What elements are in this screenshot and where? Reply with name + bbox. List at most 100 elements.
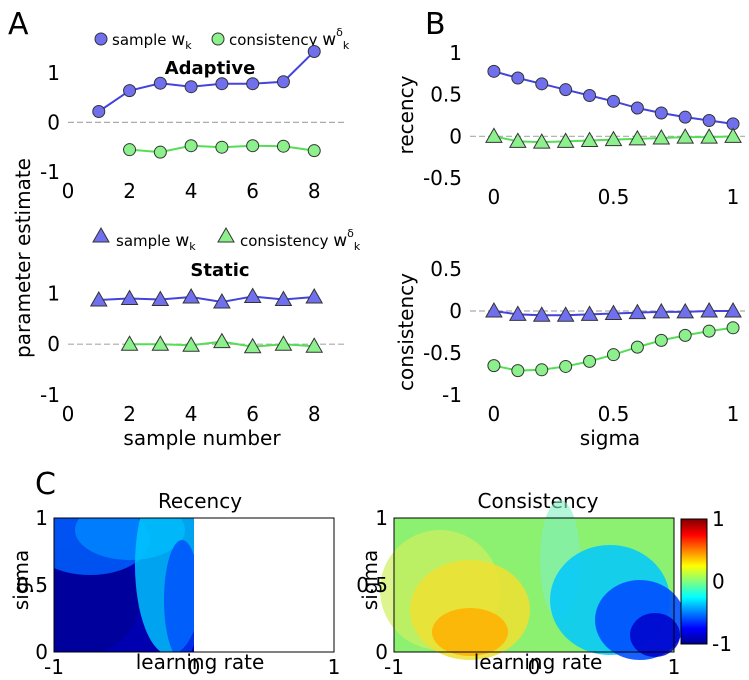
data-point [215, 140, 229, 154]
data-point [92, 104, 106, 118]
data-point [243, 287, 262, 303]
x-tick-label: 8 [308, 402, 321, 426]
data-point [184, 80, 198, 94]
data-point [678, 328, 692, 342]
panel-letter-b: B [425, 7, 446, 42]
data-point [276, 139, 290, 153]
data-point [182, 336, 200, 352]
data-point [580, 305, 599, 321]
heatmap-surface-consistency [380, 500, 685, 660]
data-point [535, 363, 549, 377]
data-point [246, 139, 260, 153]
panel-letter-c: C [35, 467, 56, 502]
data-point [654, 333, 668, 347]
data-point [485, 301, 503, 318]
heatmap-surface-recency-right [194, 518, 334, 652]
data-point [700, 301, 718, 318]
y-tick-label: 0.5 [430, 83, 462, 107]
y-tick-label: 0 [47, 110, 60, 134]
data-point [559, 83, 573, 97]
data-point [511, 364, 525, 378]
heatmap-frame [53, 517, 335, 653]
data-point [153, 145, 167, 159]
x-tick-label: -1 [44, 655, 64, 679]
data-point [724, 301, 742, 318]
colorbar: 1 0 -1 [680, 507, 732, 656]
x-tick-label: 8 [308, 179, 321, 203]
y-tick-label: 0 [449, 124, 462, 148]
data-point [182, 287, 200, 304]
x-tick-label: 4 [185, 402, 198, 426]
y-tick-label: 0 [449, 299, 462, 323]
data-point [213, 332, 231, 349]
legend-label-sample: sample wk [112, 30, 192, 52]
x-tick-label: 0 [188, 655, 201, 679]
x-tick-label: 1 [328, 655, 341, 679]
data-point [151, 335, 170, 351]
data-point [487, 64, 501, 78]
y-axis-label-consistency: consistency [394, 273, 418, 391]
heatmap-frame [393, 517, 675, 653]
x-tick-label: 0 [62, 179, 75, 203]
data-point [583, 89, 597, 102]
data-point [215, 77, 229, 91]
y-tick-label: 1 [449, 41, 462, 65]
data-point [213, 293, 231, 309]
x-tick-label: 2 [123, 402, 136, 426]
data-point [532, 306, 551, 322]
data-point [652, 302, 671, 319]
y-tick-label: -1 [442, 383, 462, 407]
data-point [120, 289, 139, 305]
y-axis-label-parameter-estimate: parameter estimate [11, 158, 35, 358]
y-tick-label: 0.5 [16, 573, 48, 597]
data-point [485, 127, 503, 143]
data-point [511, 71, 525, 85]
data-point [535, 77, 549, 91]
data-point [702, 114, 716, 127]
y-tick-label: 0 [35, 640, 48, 664]
x-axis-label-learning-rate-consistency: learning rate [474, 650, 603, 674]
data-point [628, 129, 647, 146]
y-tick-label: 1 [375, 506, 388, 530]
data-point [676, 128, 695, 144]
heatmap-title-recency: Recency [158, 489, 242, 513]
x-tick-label: 6 [246, 179, 259, 203]
legend-marker-consistency [211, 32, 225, 46]
x-tick-label: 0 [528, 655, 541, 679]
data-point [678, 110, 692, 124]
data-point [724, 127, 742, 143]
legend-a-top: sample wk consistency wδk [94, 26, 350, 52]
y-axis-label-sigma-recency: sigma [9, 550, 33, 610]
x-axis-label-sample-number: sample number [123, 426, 281, 450]
panel-b-recency: -0.5 0 0.5 1 0 0.5 1 [423, 41, 745, 209]
data-point [556, 306, 575, 322]
data-point [246, 77, 260, 91]
data-point [652, 128, 671, 145]
data-point [654, 106, 668, 120]
data-point [628, 303, 647, 320]
data-point [123, 143, 137, 157]
data-point [583, 354, 597, 368]
y-tick-label: -1 [40, 160, 60, 184]
x-tick-label: 1 [668, 655, 681, 679]
data-point [702, 324, 716, 338]
chart-title-static: Static [190, 260, 249, 281]
data-point [508, 132, 527, 148]
heatmap-surface-recency [54, 518, 194, 652]
data-point [604, 130, 623, 147]
data-point [556, 132, 575, 148]
x-tick-label: 0 [62, 402, 75, 426]
data-point [508, 305, 527, 321]
x-tick-label: 0.5 [598, 402, 630, 426]
y-tick-label: 0.5 [430, 257, 462, 281]
data-point [700, 128, 718, 144]
legend-a-bottom: sample wk consistency wδk [92, 226, 361, 253]
heatmap-consistency: Consistency -1 0 100.51 [356, 489, 685, 679]
data-point [274, 335, 293, 351]
y-axis-label-recency: recency [394, 75, 418, 154]
panel-letter-a: A [8, 7, 29, 42]
y-tick-label: -0.5 [423, 341, 462, 365]
legend-marker-sample [92, 226, 110, 243]
